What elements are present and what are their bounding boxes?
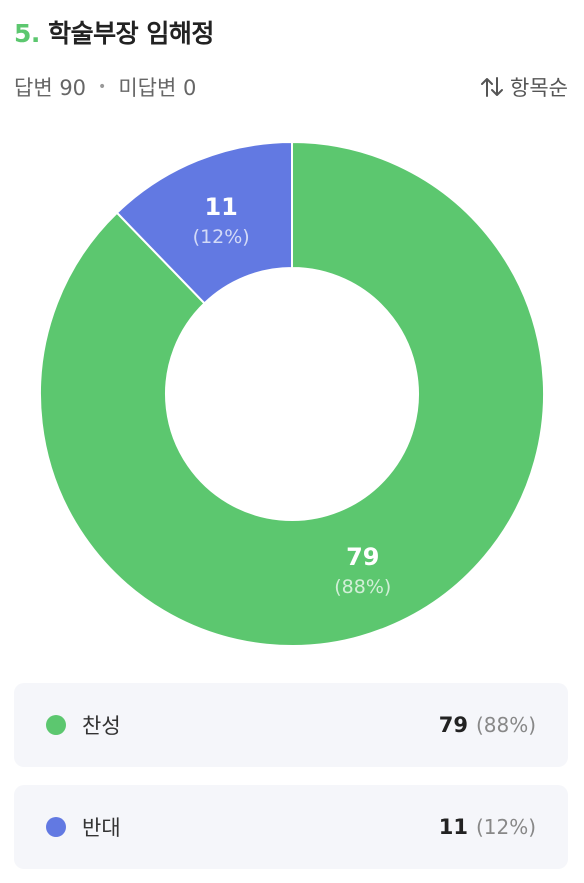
answered-count: 답변 90 — [14, 76, 87, 100]
unanswered-count: 미답변 0 — [118, 76, 197, 100]
question-title: 5. 학술부장 임해정 — [14, 14, 214, 50]
slice-value-label: 11 — [204, 193, 237, 221]
slice-percent-label: (12%) — [193, 226, 250, 248]
sort-label: 항목순 — [510, 76, 568, 100]
legend-label: 반대 — [82, 816, 121, 840]
slice-percent-label: (88%) — [334, 576, 391, 598]
legend-item-disagree[interactable]: 반대 11 (12%) — [14, 785, 568, 869]
donut-chart: 79 (88%) 11 (12%) — [39, 140, 545, 647]
question-text: 학술부장 임해정 — [48, 19, 214, 48]
legend-percent: (12%) — [475, 815, 536, 839]
sort-button[interactable]: 항목순 — [480, 72, 568, 102]
legend-item-agree[interactable]: 찬성 79 (88%) — [14, 683, 568, 767]
legend-count: 11 — [438, 815, 468, 839]
legend-swatch — [46, 715, 66, 735]
slice-value-label: 79 — [346, 543, 379, 571]
donut-slice-찬성[interactable] — [39, 140, 545, 647]
separator-dot: • — [98, 79, 107, 95]
response-stats: 답변 90 • 미답변 0 — [14, 72, 196, 102]
legend-percent: (88%) — [475, 713, 536, 737]
legend-label: 찬성 — [82, 714, 121, 738]
sort-arrows-icon — [481, 77, 504, 97]
legend-count: 79 — [438, 713, 468, 737]
legend-swatch — [46, 817, 66, 837]
donut-slice-반대[interactable] — [115, 140, 293, 305]
question-number: 5. — [14, 19, 40, 48]
